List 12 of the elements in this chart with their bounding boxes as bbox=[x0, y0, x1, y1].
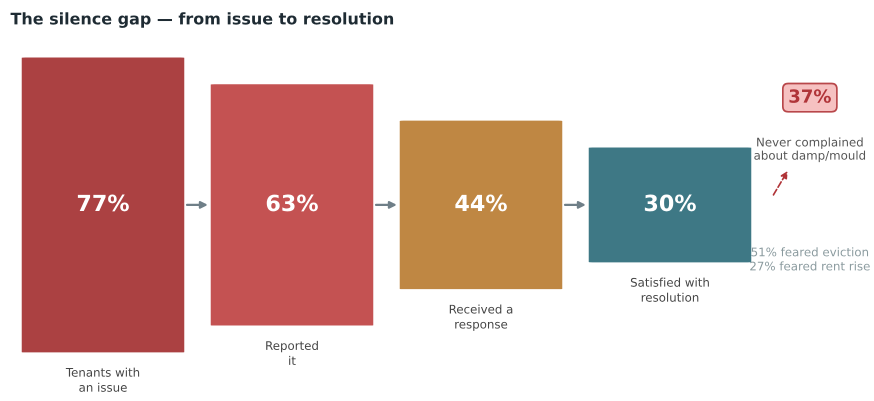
text: The silence gap — from issue to resolution bbox=[10, 12, 394, 28]
text: 37% bbox=[789, 89, 831, 103]
category-label: Received a response bbox=[450, 304, 512, 331]
data-label: 77% bbox=[78, 194, 129, 212]
category-label: Tenants with an issue bbox=[66, 368, 140, 392]
data-label: 30% bbox=[644, 194, 696, 212]
text: 51% feared eviction 27% feared rent rise bbox=[750, 247, 870, 271]
data-label: 63% bbox=[266, 194, 318, 212]
text: Never complained about damp/mould bbox=[754, 137, 866, 162]
data-label: 44% bbox=[455, 194, 507, 212]
category-label: Reported it bbox=[266, 340, 318, 365]
category-label: Satisfied with resolution bbox=[630, 278, 709, 302]
